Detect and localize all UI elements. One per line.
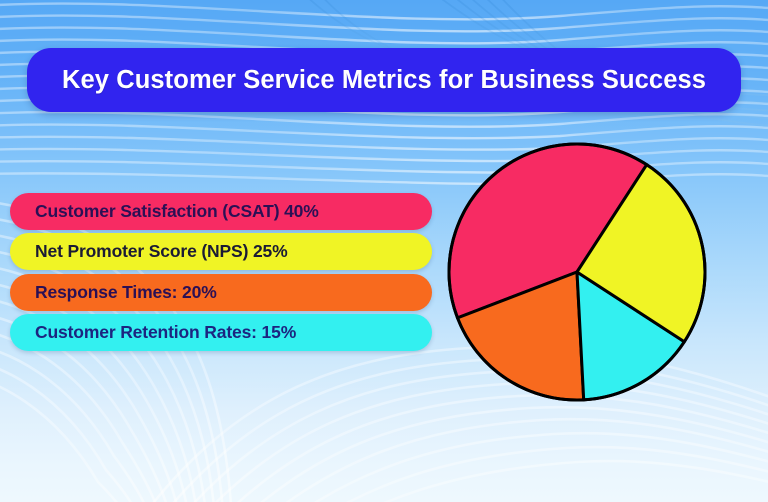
legend-list: Customer Satisfaction (CSAT) 40% Net Pro… <box>10 193 440 354</box>
legend-item-response-times[interactable]: Response Times: 20% <box>10 274 432 311</box>
legend-item-label: Customer Retention Rates: 15% <box>35 322 297 342</box>
legend-item-label: Net Promoter Score (NPS) 25% <box>35 241 288 261</box>
legend-item-csat[interactable]: Customer Satisfaction (CSAT) 40% <box>10 193 432 230</box>
legend-item-nps[interactable]: Net Promoter Score (NPS) 25% <box>10 233 432 270</box>
legend-item-retention-rates[interactable]: Customer Retention Rates: 15% <box>10 314 432 351</box>
pie-chart <box>444 139 710 405</box>
pie-chart-svg <box>447 142 707 402</box>
page-title: Key Customer Service Metrics for Busines… <box>61 65 707 94</box>
legend-item-label: Customer Satisfaction (CSAT) 40% <box>35 201 319 221</box>
legend-item-label: Response Times: 20% <box>35 282 217 302</box>
title-banner: Key Customer Service Metrics for Busines… <box>27 48 741 112</box>
pie-outline <box>447 142 707 402</box>
